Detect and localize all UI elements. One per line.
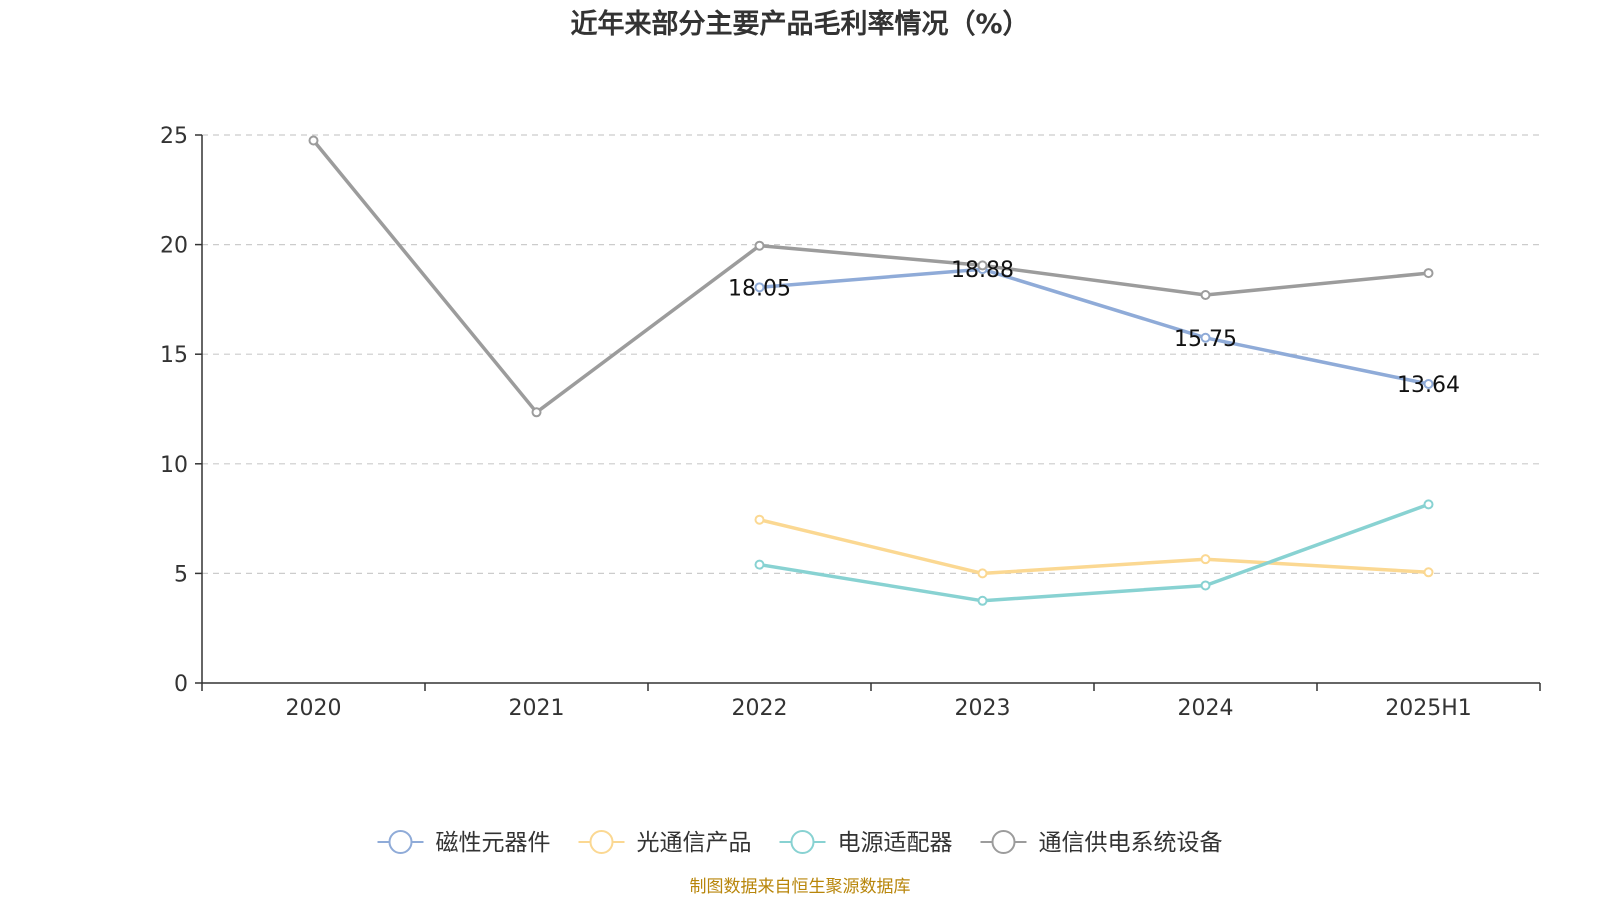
legend-marker — [388, 830, 413, 854]
grid-lines — [202, 134, 1540, 575]
x-tick-label: 2022 — [732, 696, 788, 721]
data-point[interactable] — [1423, 379, 1434, 390]
data-point[interactable] — [977, 595, 988, 606]
x-tick-label: 2024 — [1178, 696, 1234, 721]
data-point[interactable] — [1200, 580, 1211, 591]
data-point[interactable] — [1200, 332, 1211, 343]
data-point[interactable] — [754, 240, 765, 251]
x-tick-label: 2020 — [286, 696, 342, 721]
series-line — [759, 517, 1429, 576]
series-line — [759, 502, 1430, 603]
legend: 磁性元器件 光通信产品 电源适配器 通信供电系统设备 — [377, 830, 1223, 856]
series-lines — [308, 135, 1434, 606]
data-point[interactable] — [754, 559, 765, 570]
legend-label: 光通信产品 — [637, 830, 752, 856]
data-point[interactable] — [754, 514, 765, 525]
y-tick-label: 10 — [160, 453, 188, 478]
data-point[interactable] — [1200, 290, 1211, 301]
legend-item[interactable]: 光通信产品 — [578, 830, 752, 856]
chart-title: 近年来部分主要产品毛利率情况（%） — [570, 8, 1029, 40]
legend-item[interactable]: 电源适配器 — [779, 830, 953, 856]
data-label: 15.75 — [1174, 327, 1237, 352]
x-tick-label: 2021 — [509, 696, 565, 721]
data-point[interactable] — [977, 260, 988, 271]
data-point[interactable] — [531, 407, 542, 418]
data-label: 18.05 — [728, 276, 791, 301]
x-tick-label: 2023 — [955, 696, 1011, 721]
legend-marker — [589, 830, 614, 854]
data-point[interactable] — [1423, 499, 1434, 510]
y-tick-label: 15 — [160, 343, 188, 368]
y-tick-label: 20 — [160, 234, 188, 259]
x-tick-label: 2025H1 — [1385, 696, 1472, 721]
series-line — [312, 139, 1429, 415]
y-tick-label: 25 — [160, 124, 188, 149]
data-labels: 18.05 18.88 15.75 13.64 — [728, 258, 1460, 398]
legend-marker — [790, 830, 815, 854]
source-note: 制图数据来自恒生聚源数据库 — [690, 877, 911, 897]
data-point[interactable] — [1423, 268, 1434, 279]
legend-marker — [991, 830, 1016, 854]
data-point[interactable] — [1423, 567, 1434, 578]
legend-item[interactable]: 通信供电系统设备 — [980, 830, 1223, 856]
y-tick-label: 5 — [174, 562, 188, 587]
data-point[interactable] — [1200, 554, 1211, 565]
y-tick-label: 0 — [174, 672, 188, 697]
data-label: 13.64 — [1397, 373, 1460, 398]
legend-item[interactable]: 磁性元器件 — [377, 830, 551, 856]
legend-label: 通信供电系统设备 — [1039, 830, 1223, 856]
data-point[interactable] — [977, 568, 988, 579]
data-point[interactable] — [308, 135, 319, 146]
legend-label: 磁性元器件 — [436, 830, 551, 856]
data-label: 18.88 — [951, 258, 1014, 283]
legend-label: 电源适配器 — [838, 830, 953, 856]
series-line — [759, 267, 1429, 386]
axes: 0 5 10 15 20 25 2020 2021 2022 2023 2024 2025H1 — [160, 124, 1541, 721]
data-point[interactable] — [754, 282, 765, 293]
